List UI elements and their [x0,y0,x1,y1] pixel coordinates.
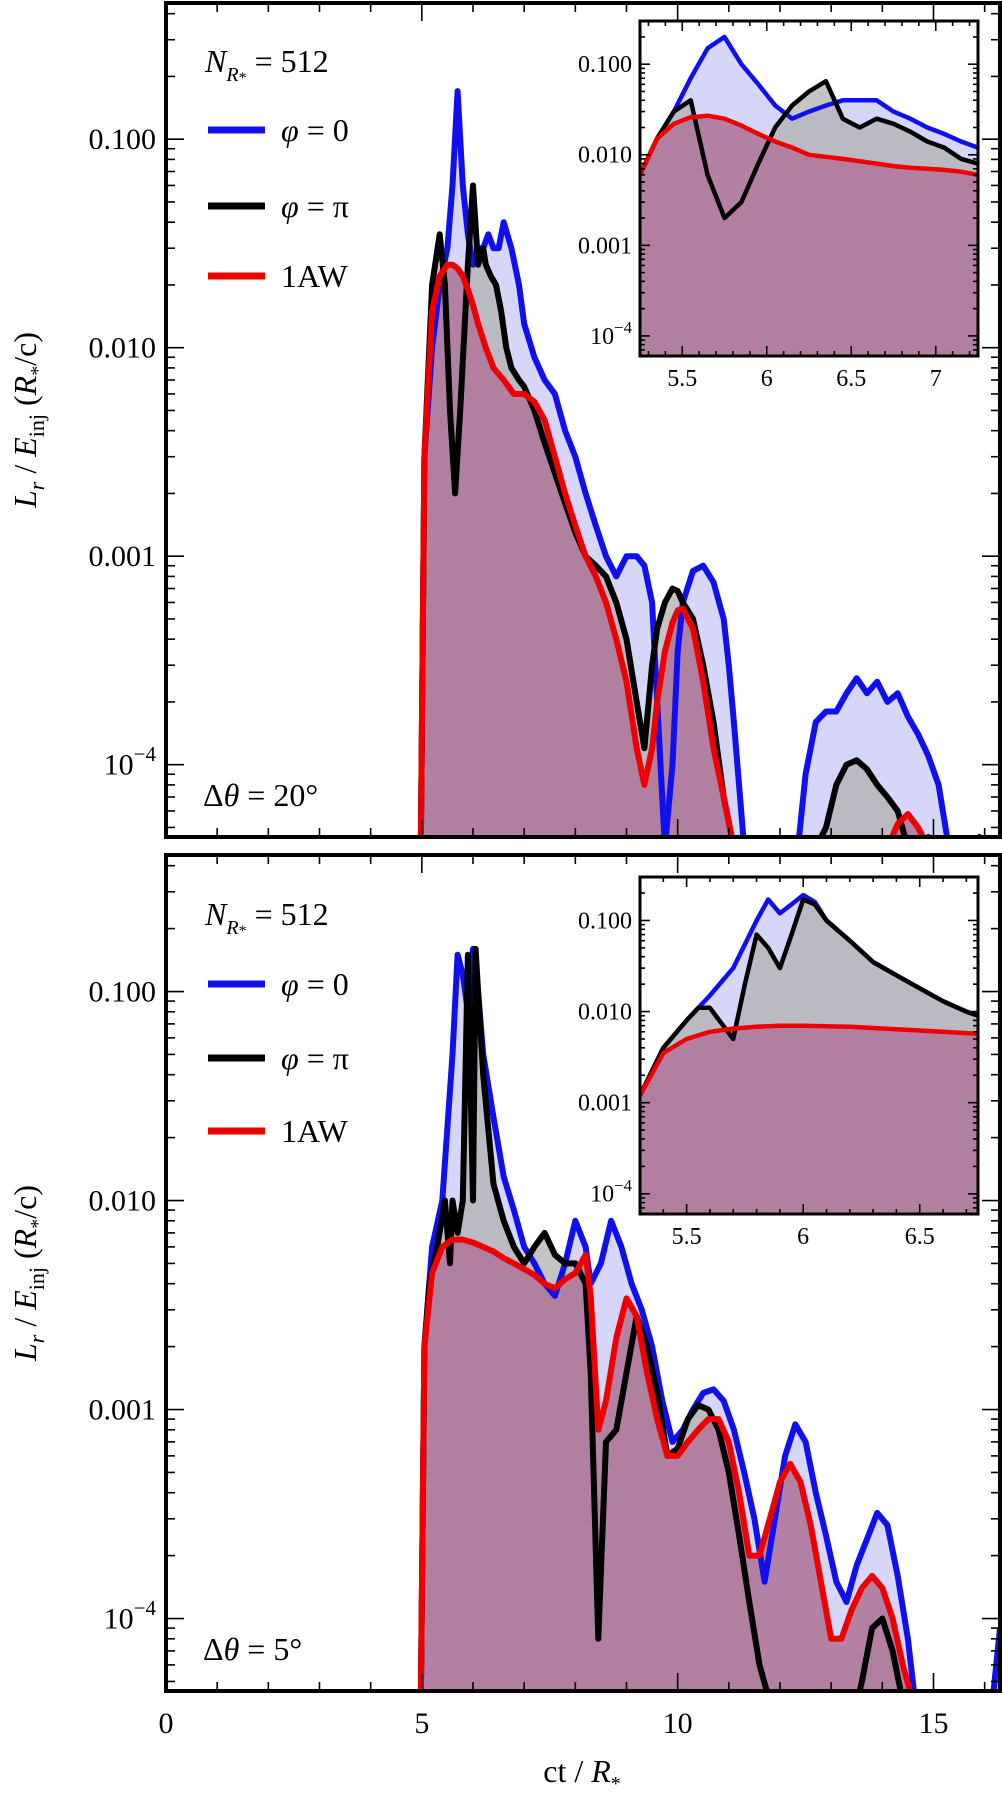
bottom-legend: NR* = 512 φ = 0 φ = π 1AW [204,896,349,1149]
top-inset: 0.100 0.010 0.001 10−4 5.5 6 6.5 7 [578,19,980,392]
top-ytick-label: 10−4 [104,742,157,782]
top-inset-xtick-label: 6.5 [836,366,866,392]
bottom-ytick-label: 0.100 [89,975,157,1008]
top-series-group [417,88,983,837]
bottom-line-phipi [417,945,904,1691]
bottom-inset: 0.100 0.010 0.001 10−4 5.5 6 6.5 [578,875,980,1250]
bottom-ytick-label: 10−4 [104,1596,157,1636]
top-inset-ytick-label: 10−4 [590,318,632,350]
top-inset-line-phipi [640,78,978,221]
top-area-1aw [420,264,923,837]
bottom-inset-xtick-label: 6.5 [905,1224,935,1250]
bottom-inset-xtick-label: 6 [797,1224,809,1250]
top-line-phi0 [417,88,951,837]
bottom-inset-line-phipi [640,897,978,1097]
top-legend-label-1aw: 1AW [281,258,349,294]
top-annotation: Δθ = 20° [203,777,318,813]
top-y-axis-label: Lr / Einj (R*/c) [7,332,49,509]
bottom-panel-frame [164,853,1002,1693]
bottom-xtick-label: 15 [918,1707,948,1740]
top-inset-xtick-label: 5.5 [667,366,697,392]
bottom-legend-label-phi0: φ = 0 [281,966,349,1002]
bottom-legend-label-phipi: φ = π [281,1040,349,1076]
bottom-inset-ytick-label: 0.010 [578,999,632,1025]
top-panel-frame [164,1,1002,839]
top-inset-xtick-label: 7 [930,366,942,392]
top-legend-label-phi0: φ = 0 [281,112,349,148]
top-inset-ytick-label: 0.001 [578,233,632,259]
top-panel: 0.100 0.010 0.001 10−4 NR* = 512 φ = 0 φ = … [89,1,1002,839]
bottom-series-group [417,945,1000,1691]
top-inset-xtick-label: 6 [761,366,773,392]
top-inset-ytick-label: 0.010 [578,143,632,169]
top-ytick-label: 0.100 [89,123,157,156]
top-inset-series-group [640,34,978,356]
top-legend-label-phipi: φ = π [281,188,349,224]
top-inset-line-phi0 [640,34,978,176]
bottom-inset-ticks-group: 0.100 0.010 0.001 10−4 5.5 6 6.5 [578,877,978,1250]
bottom-inset-xtick-label: 5.5 [672,1224,702,1250]
top-legend-title: NR* = 512 [204,43,329,87]
bottom-inset-ytick-label: 10−4 [590,1176,632,1208]
bottom-inset-ytick-label: 0.001 [578,1091,632,1117]
bottom-xtick-label: 0 [159,1707,174,1740]
bottom-annotation: Δθ = 5° [203,1631,302,1667]
bottom-inset-series-group [640,892,978,1214]
top-inset-frame [638,19,980,358]
bottom-area-1aw [420,1239,911,1691]
x-axis-label: ct / R* [543,1753,621,1795]
bottom-ytick-label: 0.001 [89,1393,157,1426]
bottom-inset-frame [638,875,980,1216]
bottom-legend-title: NR* = 512 [204,896,329,940]
bottom-legend-label-1aw: 1AW [281,1113,349,1149]
bottom-y-axis-label: Lr / Einj (R*/c) [7,1185,49,1362]
top-line-phipi [417,182,983,837]
top-ytick-label: 0.001 [89,540,157,573]
top-inset-line-1aw [640,113,978,178]
bottom-panel: 0.100 0.010 0.001 10−4 0 5 10 15 NR* = 512 φ = … [89,853,1002,1740]
bottom-ytick-label: 0.010 [89,1184,157,1217]
bottom-xtick-label: 5 [414,1707,429,1740]
bottom-xtick-label: 10 [663,1707,693,1740]
top-ytick-label: 0.010 [89,332,157,365]
top-legend: NR* = 512 φ = 0 φ = π 1AW [204,43,349,294]
top-line-1aw [417,261,927,837]
bottom-inset-ytick-label: 0.100 [578,908,632,934]
bottom-line-1aw [417,1236,914,1691]
top-inset-area-1aw [640,115,978,356]
top-inset-ytick-label: 0.100 [578,52,632,78]
bottom-inset-area-1aw [640,1025,978,1214]
bottom-inset-line-1aw [640,1023,978,1097]
